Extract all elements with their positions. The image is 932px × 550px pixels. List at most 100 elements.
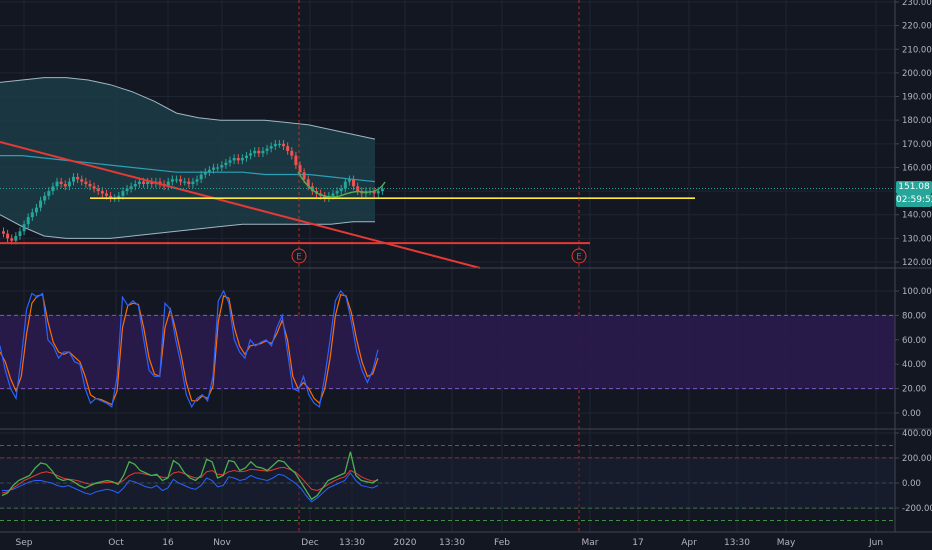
candle	[30, 208, 34, 221]
candle	[199, 170, 203, 184]
candle	[96, 184, 100, 195]
candle-body	[109, 195, 113, 199]
candle	[158, 177, 162, 188]
candle-body	[174, 179, 178, 181]
curve-annotation-drawing[interactable]	[297, 171, 386, 198]
candle-body	[249, 153, 253, 156]
time-axis-label: 13:30	[724, 538, 750, 548]
candle-body	[10, 238, 14, 241]
candle	[179, 175, 183, 186]
candle	[347, 175, 351, 186]
candle-body	[129, 186, 133, 189]
candle-body	[170, 179, 174, 182]
candle-body	[137, 181, 141, 184]
earnings-event-marker[interactable]: E	[291, 0, 307, 532]
cci-band	[0, 458, 895, 508]
stochastic-axis-label: 0.00	[902, 409, 921, 419]
candle	[22, 220, 26, 236]
bollinger-upper-line	[0, 77, 376, 140]
candle	[323, 192, 327, 202]
time-axis-label: 17	[632, 538, 643, 548]
candle-body	[298, 165, 302, 173]
candle	[269, 142, 273, 153]
candle	[39, 196, 43, 212]
candle-body	[347, 179, 351, 182]
price-axis-label: 160.00	[902, 163, 932, 173]
candle-body	[203, 172, 207, 175]
candle-body	[22, 224, 26, 232]
candle-body	[72, 176, 76, 182]
price-pane[interactable]	[0, 77, 895, 269]
candle-body	[30, 212, 34, 218]
candle-body	[302, 172, 306, 180]
candle-body	[88, 184, 92, 187]
candle-body	[352, 179, 356, 187]
candle	[63, 180, 67, 191]
candle	[273, 140, 277, 150]
candle	[183, 177, 187, 186]
candle-body	[179, 179, 183, 182]
candle	[257, 147, 261, 158]
candle-body	[212, 167, 216, 170]
candle	[339, 184, 343, 195]
stochastic-axis[interactable]: 100.00 80.00 60.00 40.00 20.00 0.00	[895, 287, 932, 419]
price-axis-label: 140.00	[902, 211, 932, 221]
candle-body	[290, 150, 294, 156]
candle	[191, 177, 195, 188]
time-axis[interactable]: Sep Oct 16 Nov Dec 13:30 2020 13:30 Feb Mar 17 Apr 1…	[16, 538, 884, 548]
stochastic-k-line	[0, 289, 379, 409]
candle	[253, 147, 257, 158]
cci-axis[interactable]: 400.00 200.00 0.00 -200.00	[895, 429, 932, 514]
candle-body	[187, 181, 191, 184]
candle	[335, 187, 339, 198]
candle	[129, 182, 133, 193]
stochastic-band	[0, 315, 895, 389]
price-axis-label: 120.00	[902, 258, 932, 268]
time-axis-label: Dec	[301, 538, 318, 548]
stochastic-axis-label: 60.00	[902, 336, 926, 346]
time-axis-label: 2020	[394, 538, 417, 548]
event-label: E	[576, 253, 582, 263]
stochastic-axis-label: 20.00	[902, 385, 926, 395]
candle-body	[121, 191, 125, 196]
price-axis[interactable]: 230.00 220.00 210.00 200.00 190.00 180.00 170.…	[895, 0, 932, 268]
candle	[224, 158, 228, 169]
candle-body	[67, 181, 71, 187]
candle-body	[104, 193, 108, 196]
candle	[207, 166, 211, 176]
candle	[203, 168, 207, 179]
price-axis-label: 170.00	[902, 140, 932, 150]
stochastic-axis-label: 40.00	[902, 360, 926, 370]
event-badge[interactable]	[291, 248, 307, 264]
candle	[59, 177, 63, 188]
time-axis-label: Apr	[681, 538, 697, 548]
time-axis-label: Nov	[213, 538, 231, 548]
event-badge[interactable]	[571, 248, 587, 264]
price-axis-label: 210.00	[902, 45, 932, 55]
time-axis-label: Mar	[582, 538, 599, 548]
cci-pane[interactable]	[0, 445, 895, 521]
candle-body	[380, 188, 384, 192]
candle	[220, 161, 224, 172]
candle	[236, 154, 240, 165]
candle-body	[228, 160, 232, 163]
candle-body	[63, 184, 67, 187]
candle	[282, 140, 286, 150]
candle-body	[55, 181, 59, 187]
candle-body	[133, 184, 137, 187]
last-price-label: 151.08	[896, 181, 932, 194]
descending-trend-line[interactable]	[0, 141, 481, 269]
candle-body	[47, 191, 51, 196]
earnings-event-marker[interactable]: E	[571, 0, 587, 532]
stochastic-pane[interactable]	[0, 289, 895, 409]
candle	[51, 182, 55, 195]
candle	[72, 173, 76, 186]
time-axis-label: Feb	[494, 538, 510, 548]
time-axis-label: Sep	[16, 538, 33, 548]
candle-body	[142, 181, 146, 184]
candle-body	[117, 195, 121, 199]
candle-body	[43, 195, 47, 201]
candle	[125, 184, 129, 195]
